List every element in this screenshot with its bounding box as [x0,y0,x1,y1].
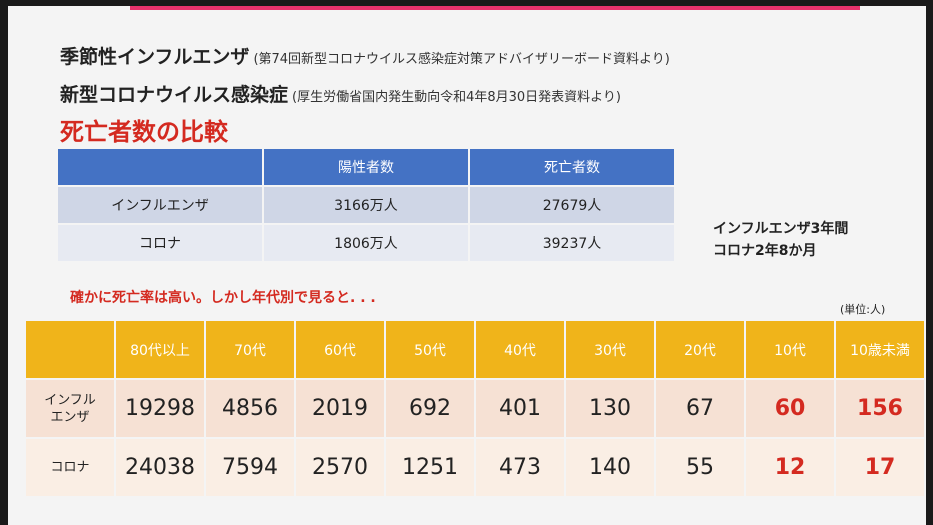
age-header-row: 80代以上 70代 60代 50代 40代 30代 20代 10代 10歳未満 [26,321,924,378]
age-cell: 1251 [386,439,474,496]
age-cell: 2570 [296,439,384,496]
age-cell: 401 [476,380,564,437]
age-cell: 7594 [206,439,294,496]
age-cell: 4856 [206,380,294,437]
flu-source: (第74回新型コロナウイルス感染症対策アドバイザリーボード資料より) [253,52,670,67]
period-note: インフルエンザ3年間 コロナ2年8か月 [713,218,848,262]
summary-header-row: 陽性者数 死亡者数 [58,149,674,185]
age-row-covid: コロナ 24038 7594 2570 1251 473 140 55 12 1… [26,439,924,496]
age-header-cell: 70代 [206,321,294,378]
age-table: 80代以上 70代 60代 50代 40代 30代 20代 10代 10歳未満 … [24,319,926,498]
age-cell-highlight: 60 [746,380,834,437]
summary-row-flu: インフルエンザ 3166万人 27679人 [58,187,674,223]
age-row-label-line: インフル [44,392,96,408]
summary-header-cell: 陽性者数 [264,149,468,185]
age-cell: 55 [656,439,744,496]
age-row-label: インフル エンザ [26,380,114,437]
age-cell: 67 [656,380,744,437]
age-header-cell: 10歳未満 [836,321,924,378]
summary-cell: 27679人 [470,187,674,223]
age-header-cell: 80代以上 [116,321,204,378]
summary-header-cell [58,149,262,185]
slide: 季節性インフルエンザ (第74回新型コロナウイルス感染症対策アドバイザリーボード資… [8,6,926,525]
summary-table: 陽性者数 死亡者数 インフルエンザ 3166万人 27679人 コロナ 1806… [56,147,676,263]
age-cell: 2019 [296,380,384,437]
period-note-flu: インフルエンザ3年間 [713,221,849,237]
age-header-cell: 50代 [386,321,474,378]
age-cell: 473 [476,439,564,496]
covid-title: 新型コロナウイルス感染症 [60,84,289,106]
subheading: 確かに死亡率は高い。しかし年代別で見ると. . . [70,290,376,306]
age-header-cell: 20代 [656,321,744,378]
age-cell-highlight: 17 [836,439,924,496]
summary-row-covid: コロナ 1806万人 39237人 [58,225,674,261]
age-cell: 692 [386,380,474,437]
age-cell: 19298 [116,380,204,437]
summary-cell: コロナ [58,225,262,261]
summary-cell: 39237人 [470,225,674,261]
summary-cell: 1806万人 [264,225,468,261]
page-heading: 死亡者数の比較 [60,118,228,146]
summary-cell: インフルエンザ [58,187,262,223]
unit-label: (単位:人) [840,303,886,316]
age-header-cell [26,321,114,378]
age-row-label-line: コロナ [50,460,90,475]
flu-title: 季節性インフルエンザ [60,46,250,68]
age-cell: 140 [566,439,654,496]
flu-source-line: 季節性インフルエンザ (第74回新型コロナウイルス感染症対策アドバイザリーボード資… [60,42,670,69]
age-cell: 24038 [116,439,204,496]
age-header-cell: 60代 [296,321,384,378]
top-accent-bar [130,6,860,10]
age-cell: 130 [566,380,654,437]
age-row-label: コロナ [26,439,114,496]
age-row-flu: インフル エンザ 19298 4856 2019 692 401 130 67 … [26,380,924,437]
summary-header-cell: 死亡者数 [470,149,674,185]
period-note-covid: コロナ2年8か月 [713,243,817,259]
covid-source: (厚生労働省国内発生動向令和4年8月30日発表資料より) [292,90,621,105]
age-cell-highlight: 156 [836,380,924,437]
age-cell-highlight: 12 [746,439,834,496]
age-header-cell: 40代 [476,321,564,378]
age-header-cell: 30代 [566,321,654,378]
summary-cell: 3166万人 [264,187,468,223]
age-header-cell: 10代 [746,321,834,378]
age-row-label-line: エンザ [50,409,90,425]
covid-source-line: 新型コロナウイルス感染症 (厚生労働省国内発生動向令和4年8月30日発表資料より) [60,80,621,107]
